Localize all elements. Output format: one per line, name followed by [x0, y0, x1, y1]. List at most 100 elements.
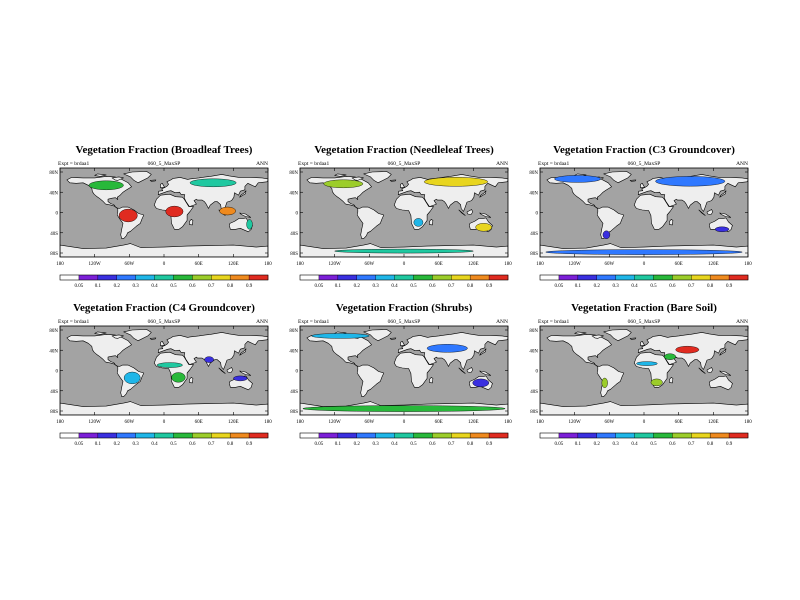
chart-title: Vegetation Fraction (Shrubs): [336, 302, 473, 314]
colorbar-label: 0.5: [170, 442, 177, 447]
continent-outline: [706, 367, 714, 373]
colorbar-swatch: [432, 275, 452, 280]
colorbar-label: 0.2: [354, 284, 361, 289]
continent-outline: [157, 174, 268, 212]
continent-outline: [239, 190, 247, 198]
colorbar-label: 0.6: [669, 442, 676, 447]
continent-outline: [189, 219, 194, 226]
colorbar-swatch: [729, 275, 749, 280]
vegetation-patch: [714, 226, 730, 233]
continent-outline: [629, 337, 637, 340]
continent-outline: [429, 377, 434, 384]
continent-outline: [596, 206, 625, 239]
colorbar-swatch: [634, 433, 654, 438]
colorbar-swatch: [230, 275, 250, 280]
colorbar-label: 0.3: [373, 442, 380, 447]
colorbar-swatch: [337, 275, 358, 280]
x-tick-label: 120W: [329, 420, 342, 425]
colorbar-swatch: [173, 275, 193, 280]
continent-outline: [157, 332, 268, 370]
continent-outline: [669, 219, 674, 226]
colorbar-label: 0.6: [189, 442, 196, 447]
colorbar-swatch: [577, 433, 598, 438]
chart-panel: Vegetation Fraction (C3 Groundcover) 060_…: [529, 144, 752, 289]
colorbar-label: 0.7: [688, 284, 695, 289]
colorbar-swatch: [78, 433, 99, 438]
y-tick-label: 40N: [49, 191, 58, 196]
colorbar-label: 0.05: [315, 284, 324, 289]
continent-outline: [709, 375, 733, 391]
x-tick-label: 120E: [708, 420, 719, 425]
season-label: ANN: [496, 161, 508, 167]
chart-title: Vegetation Fraction (Bare Soil): [571, 302, 717, 314]
x-tick-label: 0: [403, 420, 406, 425]
colorbar-label: 0.6: [189, 284, 196, 289]
continent-outline: [239, 348, 247, 356]
colorbar-swatch: [318, 275, 339, 280]
chart-title: Vegetation Fraction (C3 Groundcover): [553, 144, 735, 156]
y-tick-label: 80N: [49, 171, 58, 176]
continent-outline: [698, 209, 706, 216]
colorbar-swatch: [116, 433, 136, 438]
colorbar-swatch: [97, 275, 118, 280]
y-tick-label: 80N: [289, 329, 298, 334]
colorbar-label: 0.9: [246, 442, 253, 447]
colorbar-label: 0.7: [688, 442, 695, 447]
colorbar-swatch: [451, 275, 471, 280]
colorbar-swatch: [540, 433, 560, 438]
x-tick-label: 120E: [228, 262, 239, 267]
y-tick-label: 80N: [289, 171, 298, 176]
colorbar-swatch: [470, 433, 490, 438]
y-tick-label: 80S: [530, 252, 538, 257]
continent-outline: [629, 179, 637, 182]
x-tick-label: 0: [163, 420, 166, 425]
continent-outline: [239, 370, 251, 376]
y-tick-label: 80N: [529, 171, 538, 176]
colorbar-label: 0.4: [631, 442, 638, 447]
colorbar-swatch: [192, 275, 212, 280]
x-tick-label: 120E: [708, 262, 719, 267]
colorbar-swatch: [135, 275, 155, 280]
vegetation-patch: [664, 353, 677, 360]
vegetation-patch: [601, 377, 608, 389]
x-tick-label: 60E: [435, 420, 443, 425]
colorbar-swatch: [596, 275, 616, 280]
colorbar-label: 0.4: [151, 442, 158, 447]
colorbar-label: 0.7: [448, 284, 455, 289]
chart-title: Vegetation Fraction (Broadleaf Trees): [76, 144, 253, 156]
colorbar-swatch: [710, 275, 730, 280]
colorbar-swatch: [375, 275, 395, 280]
colorbar-swatch: [300, 433, 320, 438]
continent-outline: [591, 334, 604, 339]
vegetation-patch: [602, 230, 611, 240]
colorbar-label: 0.7: [208, 442, 215, 447]
colorbar-swatch: [249, 433, 269, 438]
colorbar-swatch: [135, 433, 155, 438]
colorbar-label: 0.2: [594, 284, 601, 289]
experiment-label: Expt = brdaa1: [538, 161, 569, 167]
x-tick-label: 180: [744, 420, 752, 425]
continent-outline: [719, 348, 727, 356]
colorbar-swatch: [432, 433, 452, 438]
colorbar-frame: [59, 274, 269, 281]
land-layer: [540, 329, 748, 415]
x-tick-label: 120W: [569, 420, 582, 425]
chart-title: Vegetation Fraction (Needleleaf Trees): [314, 144, 494, 156]
x-tick-label: 180: [56, 420, 64, 425]
vegetation-patch: [413, 218, 424, 227]
land-layer: [540, 171, 748, 257]
chart-subtitle: 060_5_MaxSP: [388, 161, 421, 167]
y-tick-label: 80S: [530, 410, 538, 415]
chart-subtitle: 060_5_MaxSP: [148, 161, 181, 167]
colorbar-swatch: [489, 433, 509, 438]
colorbar-label: 0.5: [650, 442, 657, 447]
x-tick-label: 120E: [228, 420, 239, 425]
colorbar-label: 0.4: [391, 284, 398, 289]
colorbar-swatch: [300, 275, 320, 280]
colorbar-swatch: [337, 433, 358, 438]
continent-outline: [719, 370, 731, 376]
continent-outline: [393, 193, 434, 230]
y-tick-label: 0: [56, 212, 59, 217]
colorbar-swatch: [558, 433, 579, 438]
